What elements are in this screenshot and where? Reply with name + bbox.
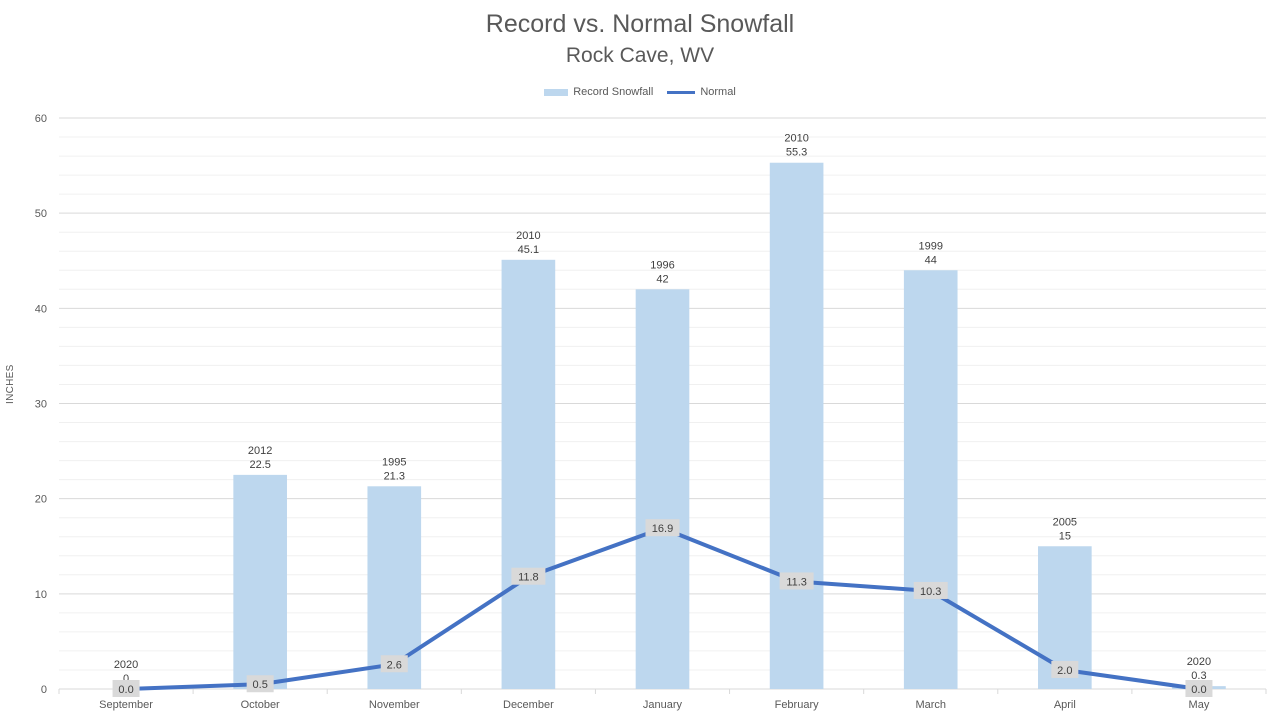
x-tick-label: November [369,699,420,711]
line-value-label: 2.0 [1057,665,1072,677]
line-value-label: 0.5 [253,679,268,691]
legend-label-record: Record Snowfall [573,86,654,98]
x-tick-label: April [1054,699,1076,711]
line-value-label: 0.0 [118,684,133,696]
bar-year-label: 2010 [784,133,808,145]
line-label-box [112,680,140,697]
x-tick-label: December [503,699,554,711]
bar-year-label: 2012 [248,445,272,457]
bar-value-label: 55.3 [786,147,807,159]
line-label-box [1185,680,1213,697]
y-tick-label: 40 [35,303,47,315]
bar-value-label: 42 [656,273,668,285]
legend-item-normal: Normal [667,86,736,98]
x-tick-label: May [1189,699,1210,711]
bar-record-snowfall [903,270,958,689]
line-label-box [380,655,408,673]
x-tick-label: October [241,699,280,711]
line-label-box [1051,660,1079,678]
line-value-label: 16.9 [652,523,673,535]
bar-value-label: 0 [123,673,129,685]
x-tick-label: March [915,699,946,711]
line-value-label: 11.8 [518,572,539,584]
legend-swatch-normal [667,90,696,94]
bar-record-snowfall [367,486,422,689]
bar-value-label: 0.3 [1191,670,1206,682]
y-tick-label: 0 [41,684,47,696]
y-tick-label: 10 [35,589,47,601]
chart-title: Record vs. Normal Snowfall [485,10,795,38]
bar-record-snowfall [769,162,824,689]
y-tick-label: 60 [35,113,47,125]
line-value-label: 11.3 [786,576,807,588]
bar-year-label: 2020 [1187,656,1211,668]
bar-year-label: 2005 [1053,516,1077,528]
chart-legend: Record Snowfall Normal [0,86,1280,98]
bar-value-label: 22.5 [249,459,270,471]
bar-year-label: 1996 [650,259,674,271]
x-tick-label: January [643,699,683,711]
bar-year-label: 1995 [382,456,406,468]
bar-value-label: 45.1 [518,244,539,256]
x-tick-label: September [99,699,153,711]
y-tick-label: 20 [35,494,47,506]
bar-value-label: 21.3 [384,470,405,482]
bar-record-snowfall [501,259,556,689]
y-tick-label: 30 [35,399,47,411]
bar-record-snowfall [233,474,287,689]
line-value-label: 0.0 [1191,684,1206,696]
legend-item-record: Record Snowfall [544,86,653,98]
bar-year-label: 1999 [918,240,942,252]
bar-year-label: 2010 [516,230,540,242]
bar-value-label: 15 [1059,530,1071,542]
bar-value-label: 44 [925,254,937,266]
line-label-box [779,572,814,590]
line-label-box [645,519,680,537]
x-tick-label: February [775,699,820,711]
legend-swatch-record [544,88,569,96]
bar-year-label: 2020 [114,659,138,671]
chart-subtitle: Rock Cave, WV [565,44,715,67]
line-value-label: 10.3 [920,586,941,598]
bar-record-snowfall [635,289,690,689]
line-label-box [511,567,546,585]
line-label-box [246,675,274,693]
line-label-box [913,581,948,599]
y-tick-label: 50 [35,208,47,220]
line-value-label: 2.6 [387,659,402,671]
legend-label-normal: Normal [700,86,736,98]
